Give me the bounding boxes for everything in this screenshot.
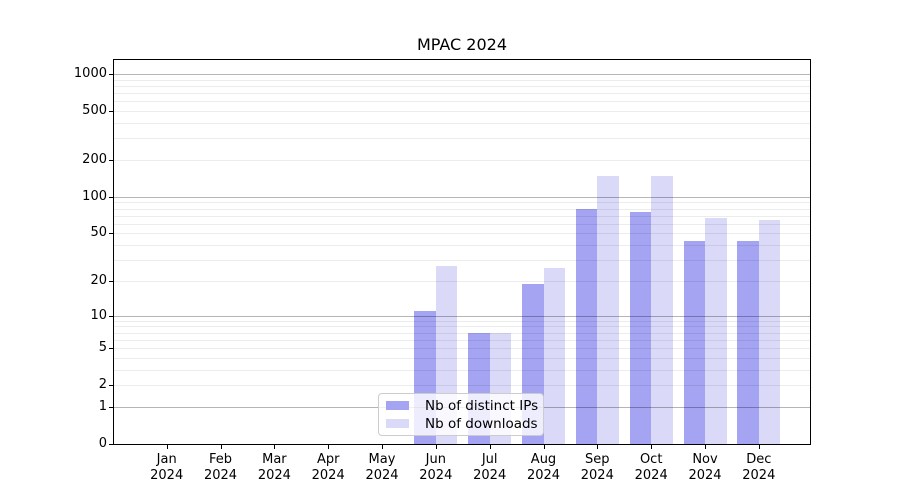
x-tick-mark	[597, 445, 599, 449]
x-tick-label: Nov 2024	[688, 452, 722, 483]
minor-gridline	[114, 369, 810, 371]
y-tick-label: 20	[90, 272, 107, 288]
y-tick-label: 50	[90, 225, 107, 241]
x-tick-mark	[274, 445, 276, 449]
minor-gridline	[114, 93, 810, 95]
x-tick-label: Dec 2024	[742, 452, 776, 483]
major-gridline	[114, 196, 810, 198]
minor-gridline	[114, 357, 810, 359]
legend-swatch	[386, 401, 409, 410]
y-tick-mark	[109, 160, 113, 161]
legend-item: Nb of downloads	[386, 415, 538, 433]
legend-item: Nb of distinct IPs	[386, 397, 539, 415]
x-tick-label: Feb 2024	[203, 452, 238, 483]
x-tick-mark	[543, 445, 545, 449]
bar-oct-distinct-ips	[629, 212, 652, 444]
minor-gridline	[114, 79, 810, 81]
legend-swatch	[386, 419, 409, 428]
minor-gridline	[114, 160, 810, 161]
minor-gridline	[114, 138, 810, 140]
x-tick-mark	[220, 445, 222, 449]
minor-gridline	[114, 348, 810, 349]
bar-sep-distinct-ips	[575, 208, 598, 444]
minor-gridline	[114, 260, 810, 262]
minor-gridline	[114, 223, 810, 225]
bar-sep-downloads	[597, 176, 619, 444]
x-tick-label: Apr 2024	[311, 452, 345, 483]
x-tick-mark	[705, 445, 706, 449]
y-tick-mark	[109, 385, 113, 387]
legend: Nb of distinct IPs Nb of downloads	[378, 393, 544, 436]
x-tick-mark	[651, 445, 653, 449]
minor-gridline	[114, 233, 810, 235]
bar-nov-distinct-ips	[683, 241, 705, 444]
legend-label: Nb of downloads	[425, 415, 538, 432]
x-tick-label: Sep 2024	[580, 452, 614, 483]
major-gridline	[114, 315, 810, 317]
legend-label: Nb of distinct IPs	[425, 397, 539, 414]
minor-gridline	[114, 385, 810, 387]
y-tick-mark	[109, 280, 113, 282]
y-tick-label: 500	[82, 103, 107, 119]
chart-title: MPAC 2024	[416, 35, 508, 54]
minor-gridline	[114, 208, 810, 210]
minor-gridline	[114, 339, 810, 341]
bar-nov-downloads	[705, 218, 727, 444]
major-gridline	[114, 74, 810, 75]
x-tick-label: Jun 2024	[419, 452, 453, 483]
y-tick-mark	[109, 444, 113, 445]
y-tick-mark	[109, 111, 113, 113]
bar-dec-downloads	[758, 219, 781, 444]
y-tick-mark	[109, 406, 113, 408]
minor-gridline	[114, 202, 810, 204]
y-tick-label: 100	[82, 188, 107, 204]
x-tick-mark	[758, 445, 760, 449]
x-tick-label: Jan 2024	[150, 452, 184, 483]
x-tick-label: Jul 2024	[473, 452, 507, 483]
x-tick-mark	[435, 445, 437, 449]
y-tick-mark	[109, 315, 113, 317]
minor-gridline	[114, 280, 810, 282]
y-tick-label: 1000	[73, 66, 107, 81]
y-tick-label: 2	[98, 377, 107, 393]
minor-gridline	[114, 111, 810, 113]
y-tick-label: 200	[82, 152, 107, 167]
minor-gridline	[114, 245, 810, 247]
minor-gridline	[114, 101, 810, 103]
minor-gridline	[114, 332, 810, 334]
minor-gridline	[114, 85, 810, 87]
x-tick-mark	[328, 445, 330, 449]
x-tick-mark	[489, 445, 491, 449]
minor-gridline	[114, 320, 810, 322]
x-tick-label: Oct 2024	[634, 452, 668, 483]
y-tick-mark	[109, 348, 113, 349]
minor-gridline	[114, 326, 810, 328]
bar-aug-downloads	[543, 267, 565, 444]
y-tick-label: 1	[98, 398, 107, 414]
bar-oct-downloads	[651, 176, 673, 444]
y-tick-mark	[109, 196, 113, 198]
y-tick-mark	[109, 233, 113, 235]
y-tick-label: 10	[90, 307, 107, 323]
x-tick-label: May 2024	[365, 452, 399, 483]
x-tick-label: Aug 2024	[526, 452, 561, 483]
y-tick-label: 0	[98, 436, 107, 451]
y-tick-label: 5	[98, 340, 107, 355]
x-tick-label: Mar 2024	[257, 452, 291, 483]
minor-gridline	[114, 215, 810, 217]
x-tick-mark	[382, 445, 383, 449]
x-tick-mark	[166, 445, 168, 449]
minor-gridline	[114, 123, 810, 124]
bar-dec-distinct-ips	[737, 241, 759, 444]
y-tick-mark	[109, 74, 113, 75]
